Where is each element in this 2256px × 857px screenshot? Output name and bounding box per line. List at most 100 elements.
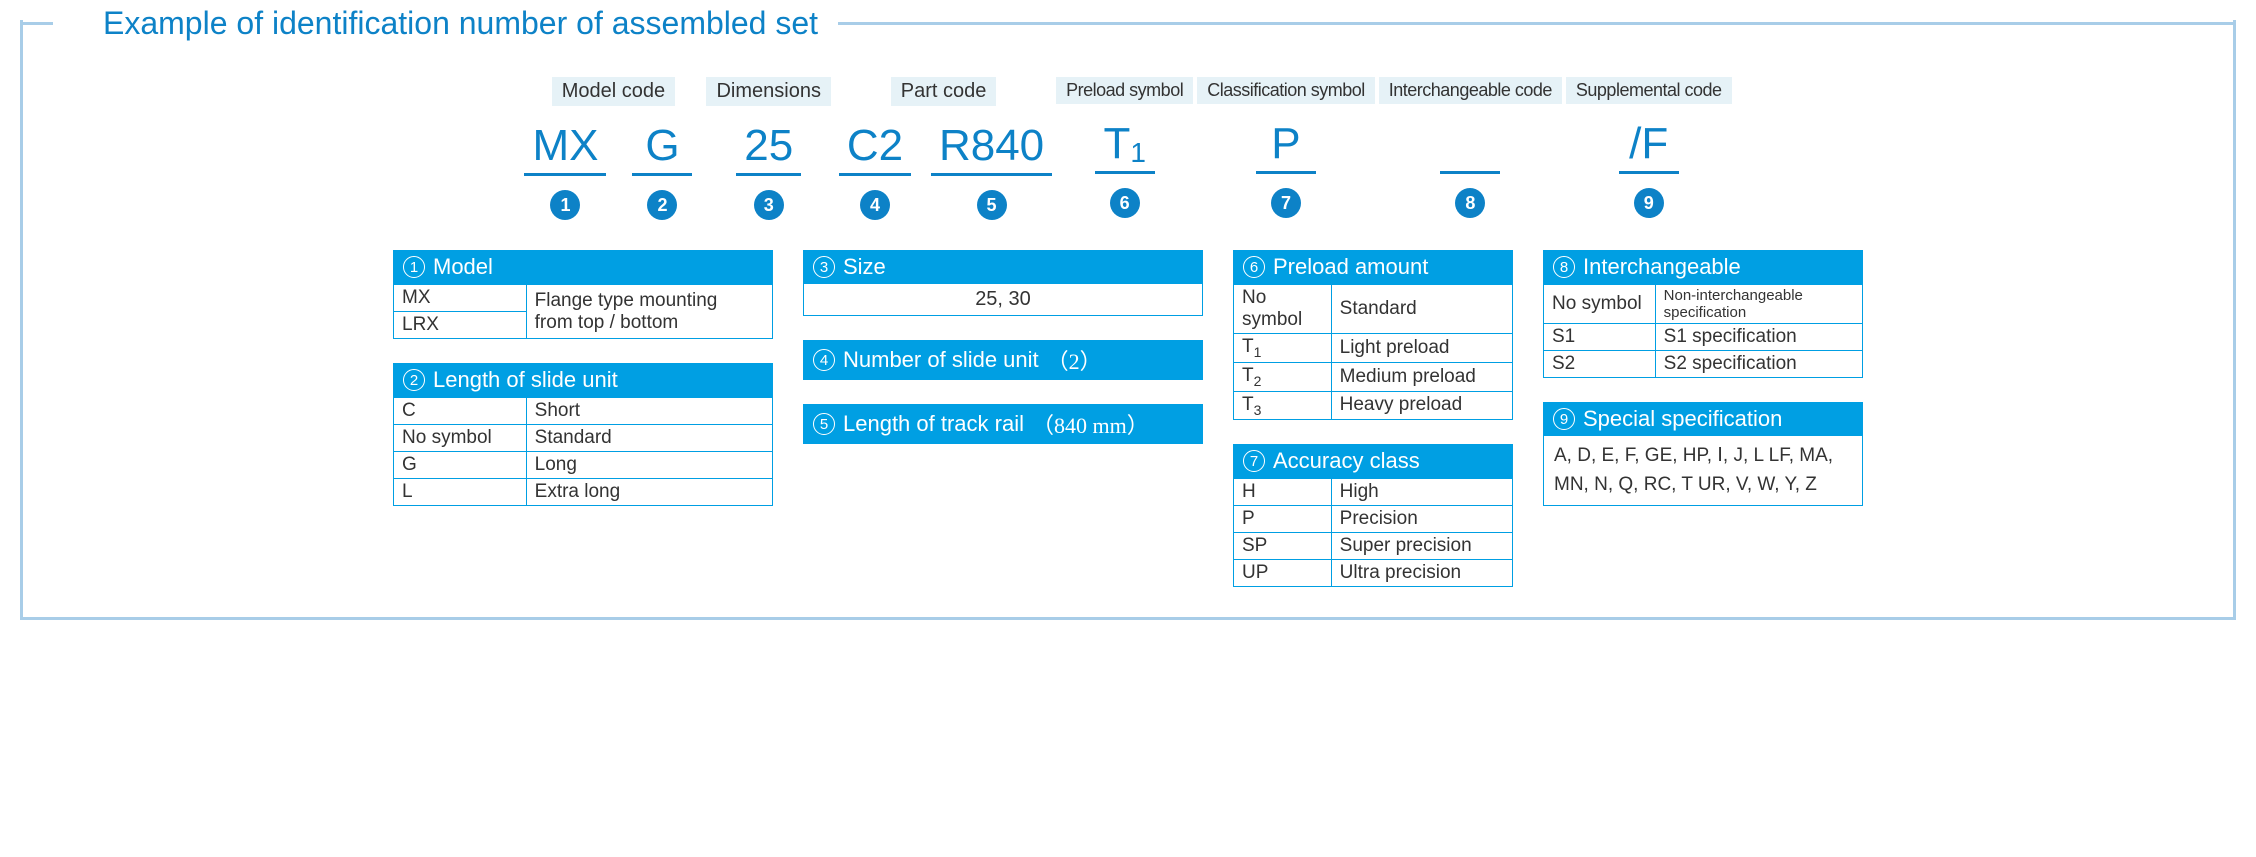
t7-r1c1: H [1234, 479, 1332, 506]
cell-6: T1 6 [1085, 116, 1165, 218]
group-dimensions: Dimensions 25 3 [706, 77, 830, 220]
header-supplemental: Supplemental code [1566, 77, 1732, 104]
table-slide-count: 4Number of slide unit （2） [803, 340, 1203, 380]
group-supplemental: Supplemental code /F 9 [1566, 77, 1732, 220]
table-model-header: 1Model [393, 250, 773, 284]
code-value-6: T1 [1095, 116, 1155, 174]
t7-r3c2: Super precision [1331, 533, 1512, 560]
col-2: 3Size 25, 30 4Number of slide unit （2） 5… [803, 250, 1203, 587]
group-part-code: Part code C2 4 R840 5 [835, 77, 1052, 220]
table-special-header: 9Special specification [1543, 402, 1863, 436]
code-value-2: G [632, 118, 692, 176]
table-model: 1Model MXFlange type mountingfrom top / … [393, 250, 773, 339]
code-breakdown-row: Model code MX 1 G 2 Dimensions 25 3 [63, 77, 2193, 220]
cell-8: 8 [1430, 116, 1510, 218]
table-interchangeable-header: 8Interchangeable [1543, 250, 1863, 284]
cell-1: MX 1 [524, 118, 606, 220]
cell-5: R840 5 [931, 118, 1052, 220]
t7-r4c1: UP [1234, 560, 1332, 587]
table-size: 3Size 25, 30 [803, 250, 1203, 316]
t7-r2c1: P [1234, 506, 1332, 533]
table-length: 2Length of slide unit CShort No symbolSt… [393, 363, 773, 506]
badge-5: 5 [977, 190, 1007, 220]
t6-r3c1: T2 [1234, 362, 1332, 391]
tables-grid: 1Model MXFlange type mountingfrom top / … [63, 250, 2193, 587]
title-line-right [838, 22, 2233, 25]
code-value-9: /F [1619, 116, 1679, 174]
table-model-body: MXFlange type mountingfrom top / bottom … [393, 284, 773, 339]
badge-8: 8 [1455, 188, 1485, 218]
badge-7: 7 [1271, 188, 1301, 218]
t1-r1c1: MX [394, 285, 527, 312]
group-model-code: Model code MX 1 G 2 [524, 77, 702, 220]
t2-r2c1: No symbol [394, 425, 527, 452]
table-preload: 6Preload amount No symbolStandard T1Ligh… [1233, 250, 1513, 420]
circled-2: 2 [403, 369, 425, 391]
table-preload-header: 6Preload amount [1233, 250, 1513, 284]
table-preload-body: No symbolStandard T1Light preload T2Medi… [1233, 284, 1513, 420]
t6-r4c2: Heavy preload [1331, 391, 1512, 420]
header-dimensions: Dimensions [706, 77, 830, 106]
header-classification: Classification symbol [1197, 77, 1375, 104]
cell-7: P 7 [1246, 116, 1326, 218]
table-size-body: 25, 30 [803, 284, 1203, 316]
code-value-7: P [1256, 116, 1316, 174]
t2-r4c1: L [394, 479, 527, 506]
code-value-1: MX [524, 118, 606, 176]
group-classification: Classification symbol P 7 [1197, 77, 1375, 220]
t6-r3c2: Medium preload [1331, 362, 1512, 391]
t2-r1c2: Short [526, 398, 772, 425]
code-value-4: C2 [839, 118, 911, 176]
badge-1: 1 [550, 190, 580, 220]
t8-r3c1: S2 [1544, 351, 1656, 378]
badge-6: 6 [1110, 188, 1140, 218]
circled-4: 4 [813, 349, 835, 371]
t1-r1c2: Flange type mountingfrom top / bottom [526, 285, 772, 339]
cell-9: /F 9 [1609, 116, 1689, 218]
circled-8: 8 [1553, 256, 1575, 278]
cell-2: G 2 [622, 118, 702, 220]
code-value-8 [1440, 116, 1500, 174]
circled-7: 7 [1243, 450, 1265, 472]
badge-9: 9 [1634, 188, 1664, 218]
header-model-code: Model code [552, 77, 675, 106]
col-4: 8Interchangeable No symbolNon-interchang… [1543, 250, 1863, 587]
group-preload: Preload symbol T1 6 [1056, 77, 1193, 220]
table-accuracy-header: 7Accuracy class [1233, 444, 1513, 478]
t8-r1c2: Non-interchangeable specification [1655, 285, 1862, 324]
col-1: 1Model MXFlange type mountingfrom top / … [393, 250, 773, 587]
badge-2: 2 [647, 190, 677, 220]
table-accuracy-body: HHigh PPrecision SPSuper precision UPUlt… [1233, 478, 1513, 587]
circled-1: 1 [403, 256, 425, 278]
diagram-frame: Example of identification number of asse… [20, 20, 2236, 620]
circled-3: 3 [813, 256, 835, 278]
page-title: Example of identification number of asse… [53, 5, 838, 42]
table-length-header: 2Length of slide unit [393, 363, 773, 397]
code-value-5: R840 [931, 118, 1052, 176]
t2-r4c2: Extra long [526, 479, 772, 506]
table-special: 9Special specification A, D, E, F, GE, H… [1543, 402, 1863, 506]
table-slide-count-header: 4Number of slide unit （2） [803, 340, 1203, 380]
t2-r3c1: G [394, 452, 527, 479]
t8-r1c1: No symbol [1544, 285, 1656, 324]
t6-r4c1: T3 [1234, 391, 1332, 420]
circled-5: 5 [813, 413, 835, 435]
title-line-left [23, 22, 53, 25]
table-interchangeable-body: No symbolNon-interchangeable specificati… [1543, 284, 1863, 378]
cell-3: 25 3 [729, 118, 809, 220]
table-rail-length-header: 5Length of track rail （840 mm） [803, 404, 1203, 444]
col-3: 6Preload amount No symbolStandard T1Ligh… [1233, 250, 1513, 587]
t6-r1c2: Standard [1331, 285, 1512, 334]
group-interchangeable: Interchangeable code 8 [1379, 77, 1562, 220]
t7-r4c2: Ultra precision [1331, 560, 1512, 587]
t6-r2c1: T1 [1234, 334, 1332, 363]
table-interchangeable: 8Interchangeable No symbolNon-interchang… [1543, 250, 1863, 378]
t6-r2c2: Light preload [1331, 334, 1512, 363]
t8-r3c2: S2 specification [1655, 351, 1862, 378]
table-size-header: 3Size [803, 250, 1203, 284]
t7-r1c2: High [1331, 479, 1512, 506]
title-bar: Example of identification number of asse… [23, 5, 2233, 42]
t1-r2c1: LRX [394, 312, 527, 339]
cell-4: C2 4 [835, 118, 915, 220]
header-interchangeable: Interchangeable code [1379, 77, 1562, 104]
